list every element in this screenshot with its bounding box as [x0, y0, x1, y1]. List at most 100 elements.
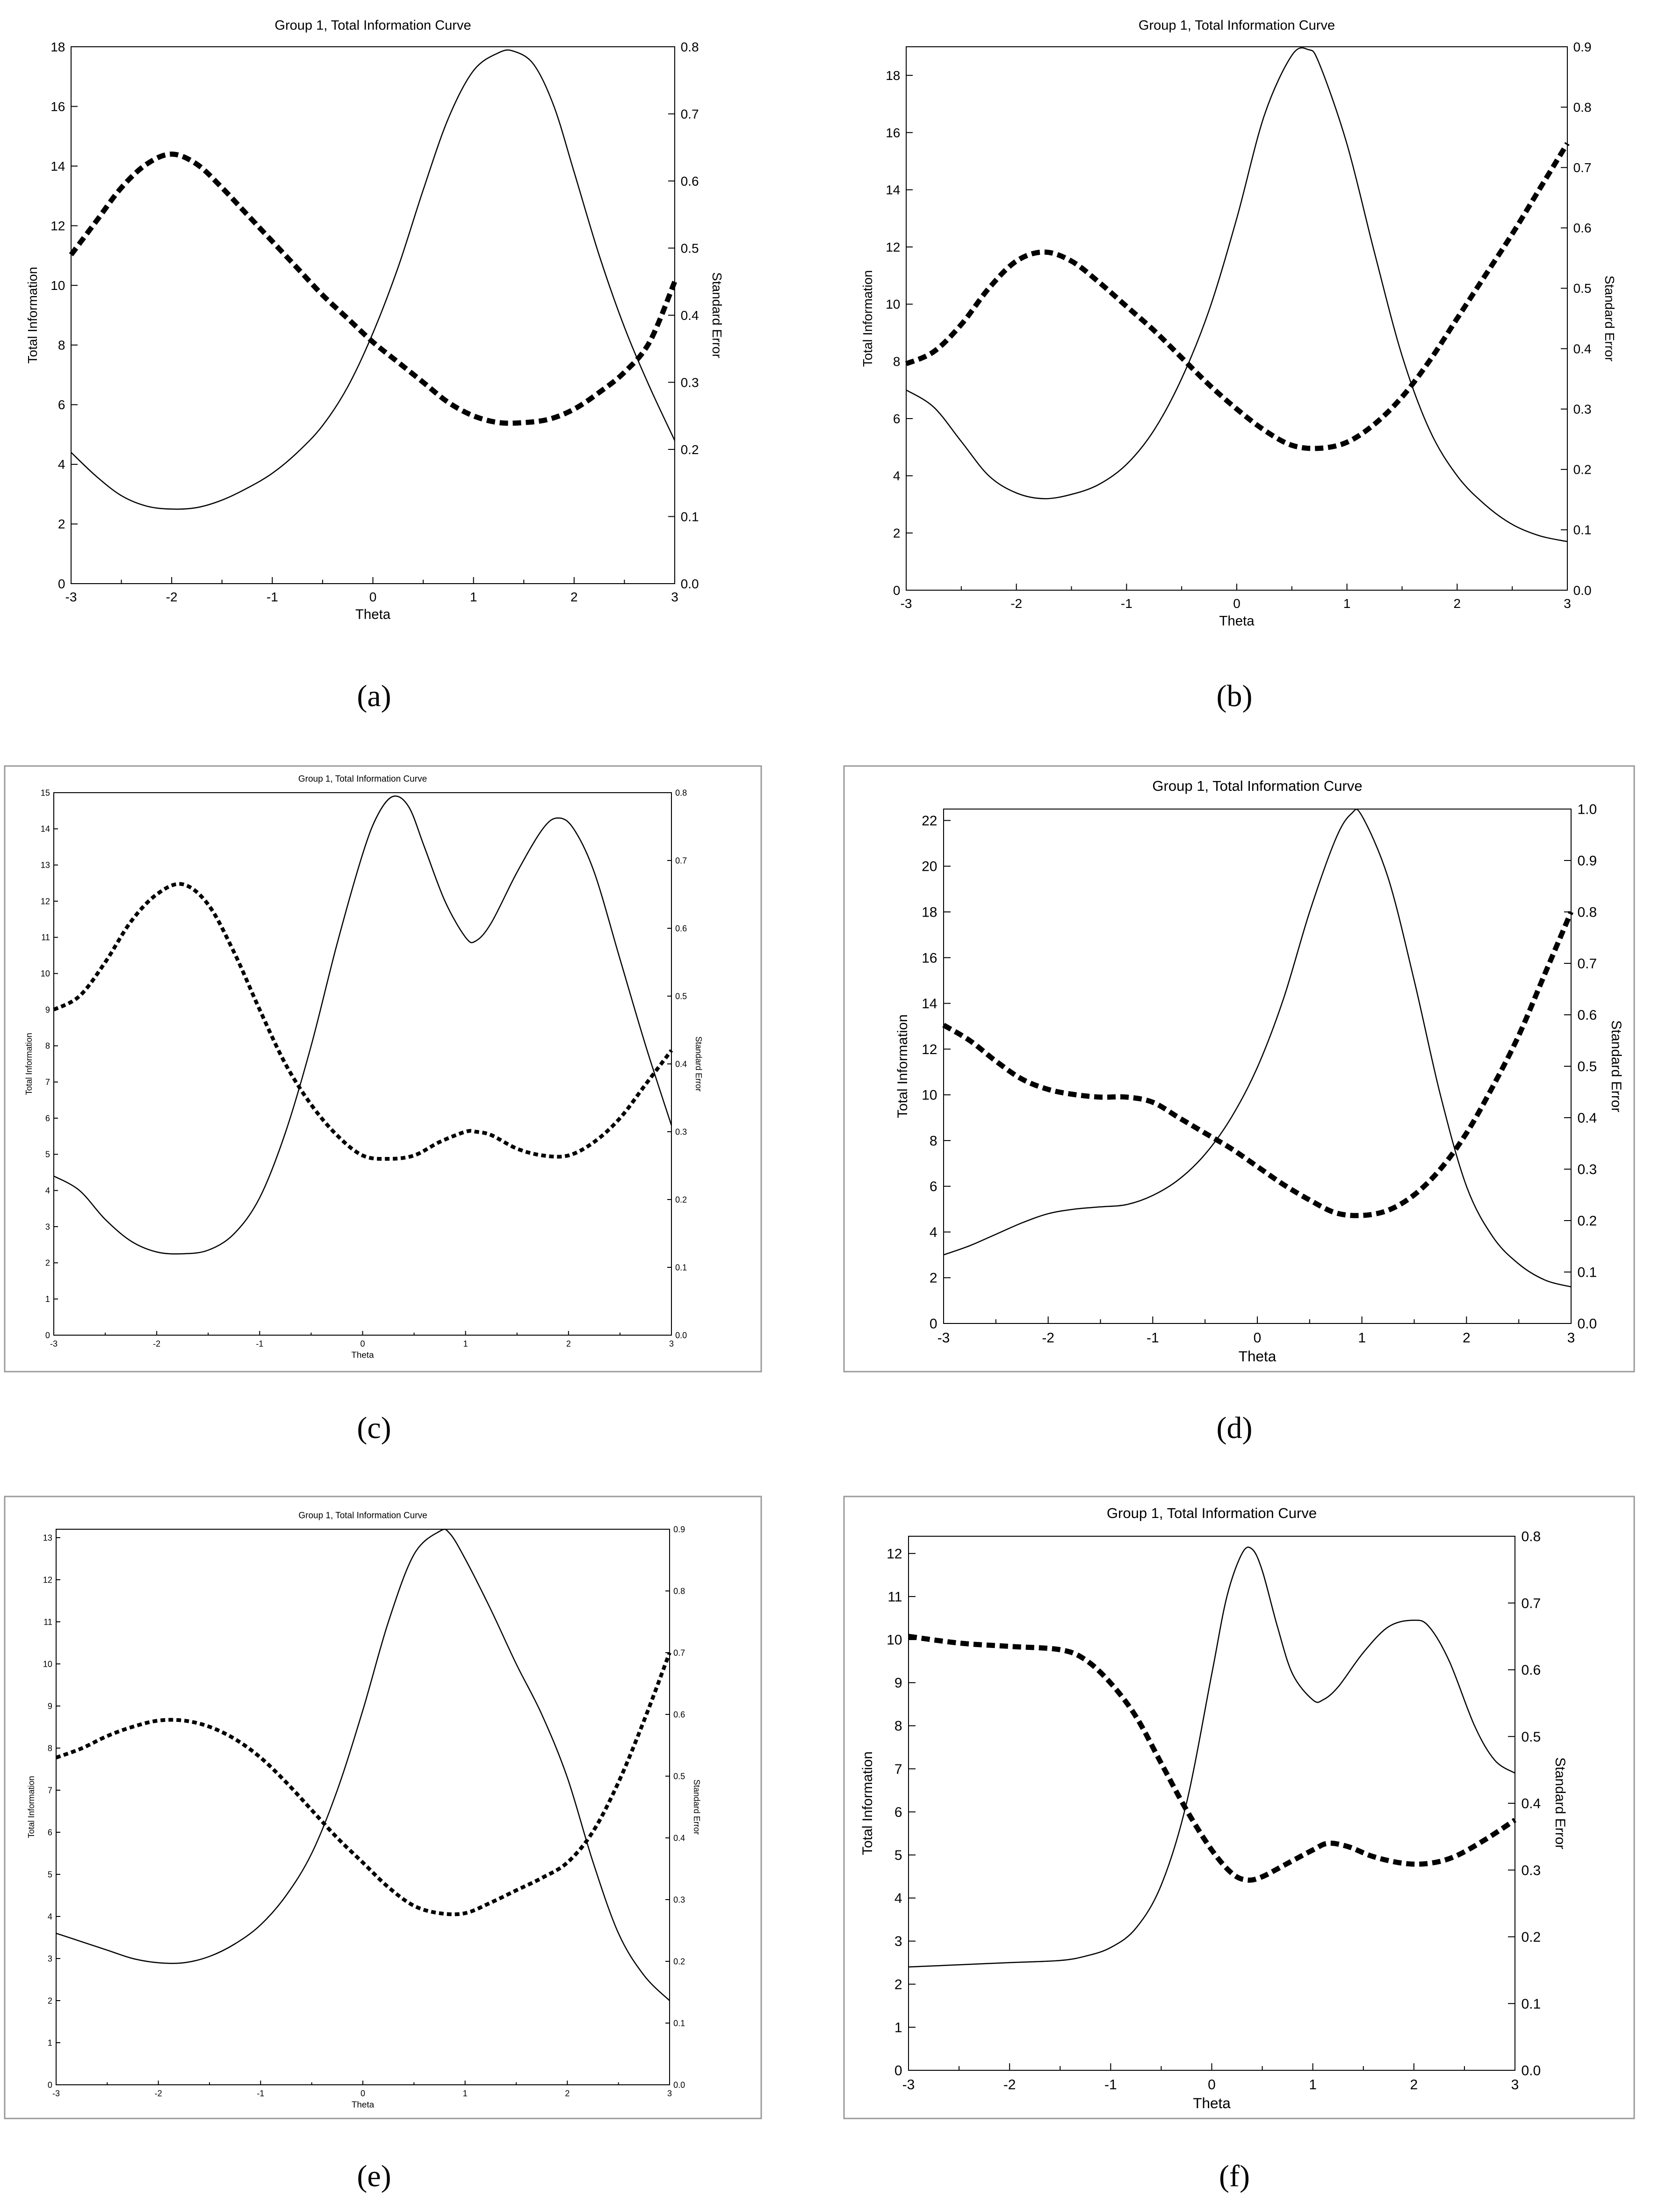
panel-frame: [843, 765, 1635, 1373]
panel-frame: [843, 1496, 1635, 2119]
panel-frame: [4, 765, 762, 1373]
y-tick-label: 14: [50, 159, 65, 173]
y2-tick-label: 1.0: [1578, 802, 1597, 817]
x-tick-label: 0: [361, 2089, 365, 2098]
standard-error-line: [53, 882, 673, 1161]
x-tick-label: -2: [1042, 1330, 1054, 1346]
y-tick-label: 4: [893, 469, 901, 483]
y-tick-label: 6: [894, 1805, 902, 1820]
y2-tick-label: 0.9: [1573, 40, 1592, 54]
y2-tick-label: 0.2: [681, 442, 699, 457]
chart-panel-1: Group 1, Total Information Curve -3 -2 -1 0 1…: [25, 18, 724, 622]
y-tick-label: 9: [894, 1676, 902, 1691]
x-tick-label: -2: [1010, 596, 1022, 611]
x-tick-label: -3: [52, 2089, 60, 2098]
y-tick-label: 11: [887, 1589, 902, 1605]
y2-tick-label: 0.4: [1573, 341, 1592, 356]
x-tick-label: 2: [1463, 1330, 1471, 1346]
y2-tick-label: 0.2: [673, 1957, 685, 1966]
y-tick-label: 6: [58, 398, 65, 412]
y2-tick-label: 0.5: [1573, 281, 1592, 296]
y-tick-label: 2: [930, 1271, 938, 1286]
x-tick-label: -2: [1003, 2077, 1016, 2093]
total-information-line: [71, 49, 676, 510]
y-tick-label: 6: [930, 1179, 938, 1194]
x-tick-label: -3: [901, 596, 912, 611]
y2-tick-label: 0.4: [675, 1059, 687, 1069]
y2-tick-label: 0.7: [675, 856, 687, 865]
y-tick-label: 4: [48, 1912, 52, 1921]
y2-tick-label: 0.0: [1522, 2063, 1541, 2079]
x-tick-label: 2: [566, 1339, 571, 1348]
chart-panel-3: Group 1, Total Information Curve -3 -2 -1 0 1…: [4, 765, 762, 1373]
y-tick-label: 8: [893, 354, 901, 369]
x-tick-label: 2: [1454, 596, 1461, 611]
y2-tick-label: 0.7: [673, 1648, 685, 1657]
y2-tick-label: 0.7: [1522, 1596, 1541, 1611]
y-tick-label: 6: [45, 1113, 50, 1123]
total-information-line: [56, 1528, 670, 2001]
y2-tick-label: 0.7: [1573, 160, 1592, 175]
x-tick-label: 1: [463, 2089, 468, 2098]
x-tick-label: 0: [1233, 596, 1240, 611]
x-axis-label: Theta: [1239, 1348, 1277, 1365]
caption-b: (b): [1217, 679, 1253, 713]
plot-area: [53, 792, 672, 1336]
standard-error-line: [942, 911, 1574, 1218]
total-information-line: [906, 47, 1568, 542]
y-axis-label: Total Information: [860, 270, 875, 367]
y-tick-label: 2: [58, 517, 65, 531]
x-tick-label: -1: [1121, 596, 1132, 611]
y2-tick-label: 0.4: [1522, 1796, 1541, 1812]
y-tick-label: 11: [41, 933, 50, 942]
y-tick-label: 0: [893, 583, 901, 598]
y-tick-label: 8: [45, 1041, 50, 1051]
chart-panel-2: Group 1, Total Information Curve -3 -2 -1 0 1…: [860, 18, 1617, 629]
x-axis-label: Theta: [355, 607, 391, 622]
y-tick-label: 5: [894, 1848, 902, 1863]
y2-tick-label: 0.7: [681, 107, 699, 121]
y-axis-label: Total Information: [27, 1776, 36, 1838]
y-tick-label: 1: [48, 2038, 52, 2047]
y2-tick-label: 0.3: [1522, 1863, 1541, 1878]
y-axis-label: Total Information: [24, 1033, 34, 1095]
x-tick-label: 0: [1208, 2077, 1216, 2093]
y-tick-label: 22: [922, 813, 937, 829]
x-tick-label: -3: [65, 590, 77, 604]
x-tick-label: 3: [1567, 1330, 1575, 1346]
y2-tick-label: 0.8: [1578, 905, 1597, 920]
x-tick-label: 2: [1410, 2077, 1418, 2093]
y-tick-label: 14: [41, 824, 50, 834]
caption-f: (f): [1219, 2159, 1250, 2193]
y2-tick-label: 0.3: [673, 1895, 685, 1904]
caption-c: (c): [357, 1411, 391, 1445]
y2-tick-label: 0.1: [1573, 523, 1592, 537]
y-tick-label: 10: [41, 969, 50, 978]
x-tick-label: -1: [257, 2089, 264, 2098]
y-tick-label: 8: [58, 338, 65, 353]
y2-tick-label: 0.8: [1522, 1529, 1541, 1545]
y2-tick-label: 0.5: [675, 991, 687, 1001]
x-tick-label: 1: [463, 1339, 468, 1348]
x-axis-label: Theta: [351, 1351, 374, 1360]
y2-tick-label: 0.2: [1578, 1214, 1597, 1229]
y-tick-label: 16: [50, 99, 65, 114]
y-axis-label: Total Information: [895, 1014, 910, 1118]
x-tick-label: -1: [267, 590, 278, 604]
x-tick-label: -2: [153, 1339, 160, 1348]
y2-tick-label: 0.5: [1522, 1729, 1541, 1745]
y-tick-label: 10: [50, 278, 65, 293]
y-tick-label: 5: [48, 1870, 52, 1879]
y-tick-label: 12: [887, 1546, 902, 1561]
y-tick-label: 10: [887, 1633, 902, 1648]
y2-tick-label: 0.8: [675, 788, 687, 797]
x-axis-label: Theta: [1219, 614, 1255, 629]
standard-error-line: [55, 1652, 671, 1916]
x-tick-label: 3: [671, 590, 678, 604]
panel-frame: [4, 1496, 762, 2119]
y2-tick-label: 0.5: [681, 241, 699, 255]
y-tick-label: 11: [43, 1617, 52, 1626]
x-tick-label: -2: [155, 2089, 162, 2098]
y2-tick-label: 0.4: [1578, 1111, 1597, 1126]
